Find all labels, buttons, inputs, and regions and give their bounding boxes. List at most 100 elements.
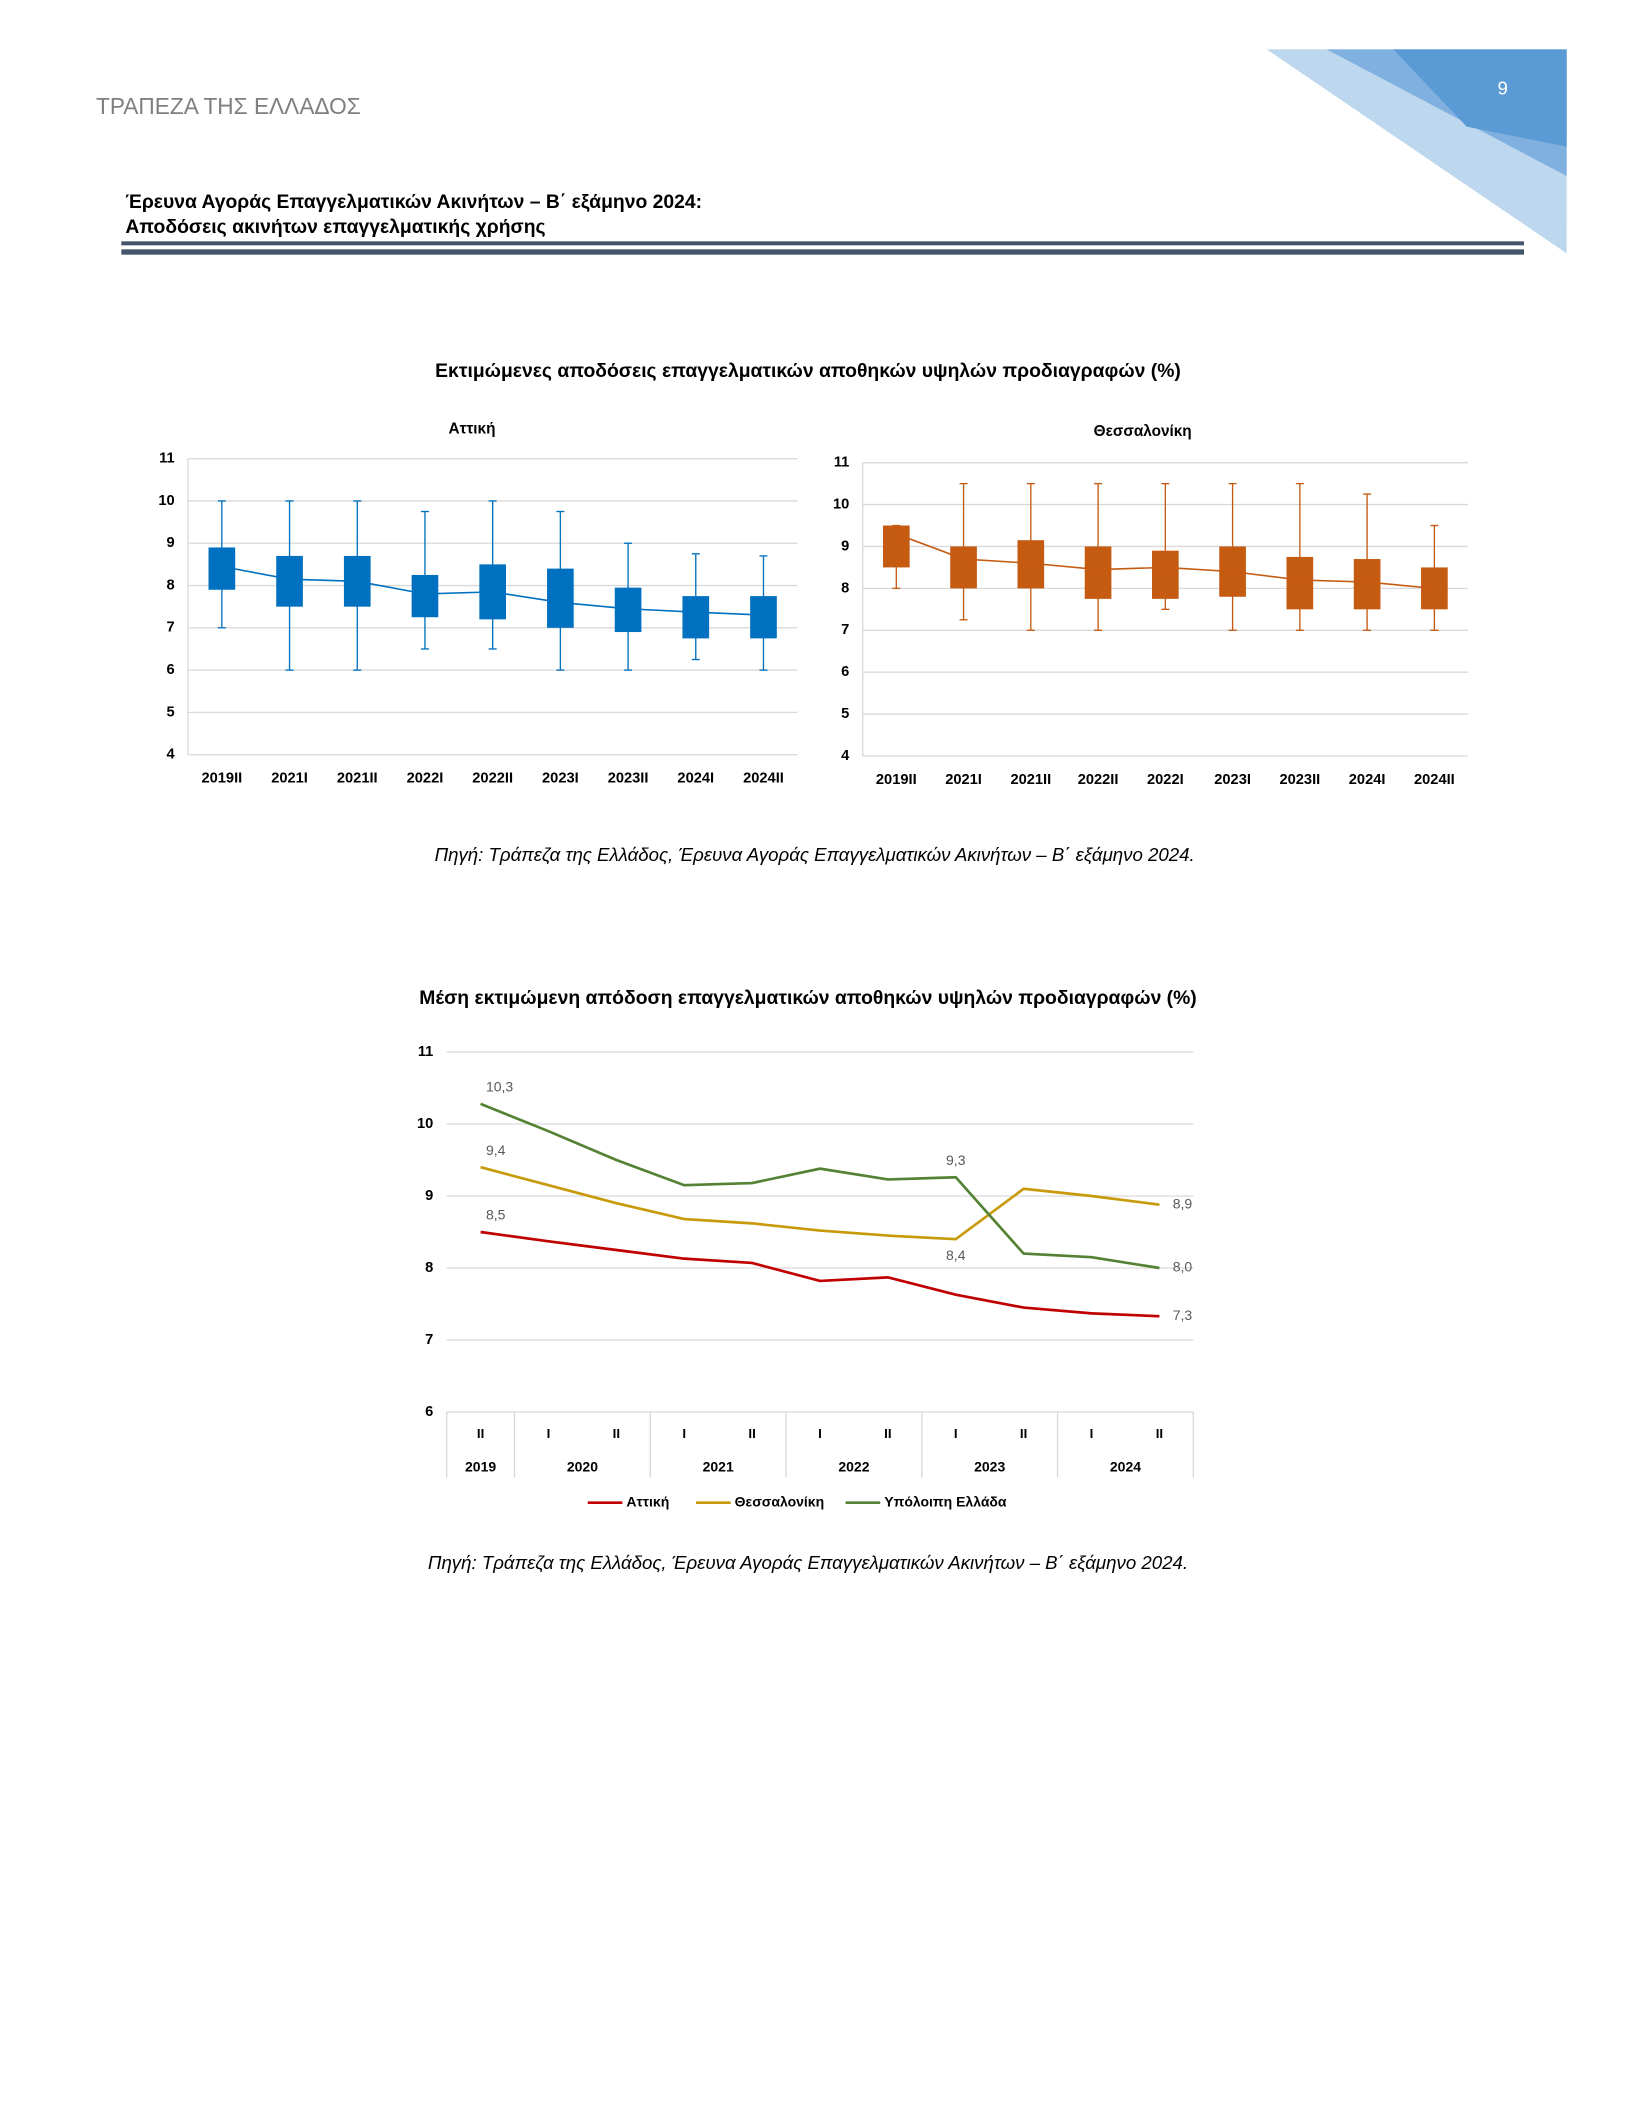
figure-source: Πηγή: Τράπεζα της Ελλάδος, Έρευνα Αγοράς…	[435, 844, 1195, 865]
series-line	[480, 1165, 1160, 1241]
x-tick-label: I	[954, 1426, 958, 1441]
y-tick-label: 9	[841, 538, 849, 554]
y-tick-label: 7	[167, 620, 175, 636]
chart-title: Αττική	[449, 420, 496, 437]
y-tick-label: 11	[159, 451, 175, 467]
box	[750, 596, 777, 639]
y-tick-label: 8	[841, 580, 849, 596]
y-tick-label: 7	[841, 622, 849, 638]
x-tick-label: 2023I	[1214, 772, 1251, 788]
x-tick-label: 2023II	[608, 771, 649, 787]
x-tick-label: I	[1090, 1426, 1094, 1441]
rule	[121, 241, 1524, 246]
data-label: 9,3	[946, 1152, 966, 1168]
x-tick-label: II	[1156, 1426, 1163, 1441]
x-tick-label: 2022II	[472, 771, 513, 787]
x-tick-label: I	[682, 1426, 686, 1441]
corner-decor	[1393, 49, 1567, 147]
y-tick-label: 6	[167, 662, 175, 678]
box	[682, 596, 710, 639]
legend-label: Αττική	[626, 1493, 669, 1509]
data-label: 7,3	[1173, 1307, 1193, 1323]
x-tick-label: 2019II	[876, 772, 917, 788]
x-tick-label: II	[884, 1426, 891, 1441]
y-tick-label: 8	[167, 577, 175, 593]
mean-line	[896, 533, 1435, 590]
y-tick-label: 9	[425, 1188, 433, 1204]
x-tick-label: II	[1020, 1426, 1027, 1441]
section-title: Αποδόσεις ακινήτων επαγγελματικής χρήσης	[125, 217, 545, 238]
x-group-label: 2021	[703, 1459, 734, 1475]
box	[1286, 556, 1314, 610]
page-number: 9	[1497, 77, 1507, 98]
chart-title: Θεσσαλονίκη	[1094, 423, 1192, 440]
box	[276, 555, 303, 607]
x-tick-label: 2024II	[1414, 772, 1455, 788]
org-name: ΤΡΑΠΕΖΑ ΤΗΣ ΕΛΛΑΔΟΣ	[96, 93, 361, 119]
x-tick-label: II	[613, 1426, 620, 1441]
data-label: 8,0	[1173, 1259, 1193, 1275]
x-tick-label: 2023II	[1279, 772, 1320, 788]
y-tick-label: 10	[158, 493, 174, 509]
box	[411, 574, 439, 618]
figure-title: Εκτιμώμενες αποδόσεις επαγγελματικών απο…	[435, 361, 1181, 382]
x-tick-label: 2022I	[407, 771, 444, 787]
y-tick-label: 4	[841, 748, 850, 764]
x-tick-label: I	[818, 1426, 822, 1441]
y-tick-label: 4	[167, 747, 176, 763]
mean-line	[221, 565, 764, 616]
data-label: 8,4	[946, 1247, 966, 1263]
x-tick-label: 2023I	[542, 771, 579, 787]
box	[882, 525, 910, 568]
x-group-label: 2022	[838, 1459, 869, 1475]
y-tick-label: 8	[425, 1260, 433, 1276]
data-label: 8,9	[1173, 1195, 1193, 1211]
data-label: 8,5	[486, 1207, 506, 1223]
y-tick-label: 11	[418, 1044, 434, 1060]
box	[1084, 546, 1112, 599]
x-tick-label: II	[748, 1426, 755, 1441]
figure-title: Μέση εκτιμώμενη απόδοση επαγγελματικών α…	[419, 988, 1197, 1009]
x-tick-label: 2024II	[743, 771, 784, 787]
box	[1353, 559, 1381, 610]
box	[1421, 567, 1448, 610]
x-tick-label: II	[477, 1426, 484, 1441]
x-tick-label: 2024I	[1349, 772, 1386, 788]
data-label: 10,3	[486, 1079, 513, 1095]
box	[950, 546, 977, 589]
figure-source: Πηγή: Τράπεζα της Ελλάδος, Έρευνα Αγοράς…	[428, 1552, 1188, 1573]
x-tick-label: 2022II	[1078, 772, 1119, 788]
legend-label: Υπόλοιπη Ελλάδα	[884, 1493, 1007, 1509]
box	[547, 568, 574, 628]
data-label: 9,4	[486, 1142, 506, 1158]
y-tick-label: 5	[167, 704, 175, 720]
y-tick-label: 6	[425, 1404, 433, 1420]
series-line	[480, 1102, 1160, 1270]
y-tick-label: 6	[841, 664, 849, 680]
x-tick-label: 2022I	[1147, 772, 1184, 788]
x-group-label: 2024	[1110, 1459, 1141, 1475]
x-tick-label: 2024I	[677, 771, 714, 787]
y-tick-label: 11	[834, 455, 850, 471]
section-title: Έρευνα Αγοράς Επαγγελματικών Ακινήτων – …	[125, 192, 702, 213]
y-tick-label: 5	[841, 706, 849, 722]
x-group-label: 2023	[974, 1459, 1005, 1475]
y-tick-label: 10	[833, 496, 849, 512]
x-tick-label: 2021I	[945, 772, 982, 788]
series-line	[480, 1230, 1160, 1318]
x-tick-label: 2021II	[337, 771, 378, 787]
y-tick-label: 7	[425, 1332, 433, 1348]
rule	[121, 249, 1524, 255]
x-tick-label: 2021II	[1010, 772, 1051, 788]
box	[1152, 550, 1179, 599]
x-group-label: 2020	[567, 1459, 598, 1475]
x-tick-label: I	[547, 1426, 551, 1441]
legend-label: Θεσσαλονίκη	[735, 1493, 825, 1509]
x-group-label: 2019	[465, 1459, 496, 1475]
x-tick-label: 2021I	[271, 771, 308, 787]
y-tick-label: 9	[167, 535, 175, 551]
y-tick-label: 10	[417, 1116, 433, 1132]
